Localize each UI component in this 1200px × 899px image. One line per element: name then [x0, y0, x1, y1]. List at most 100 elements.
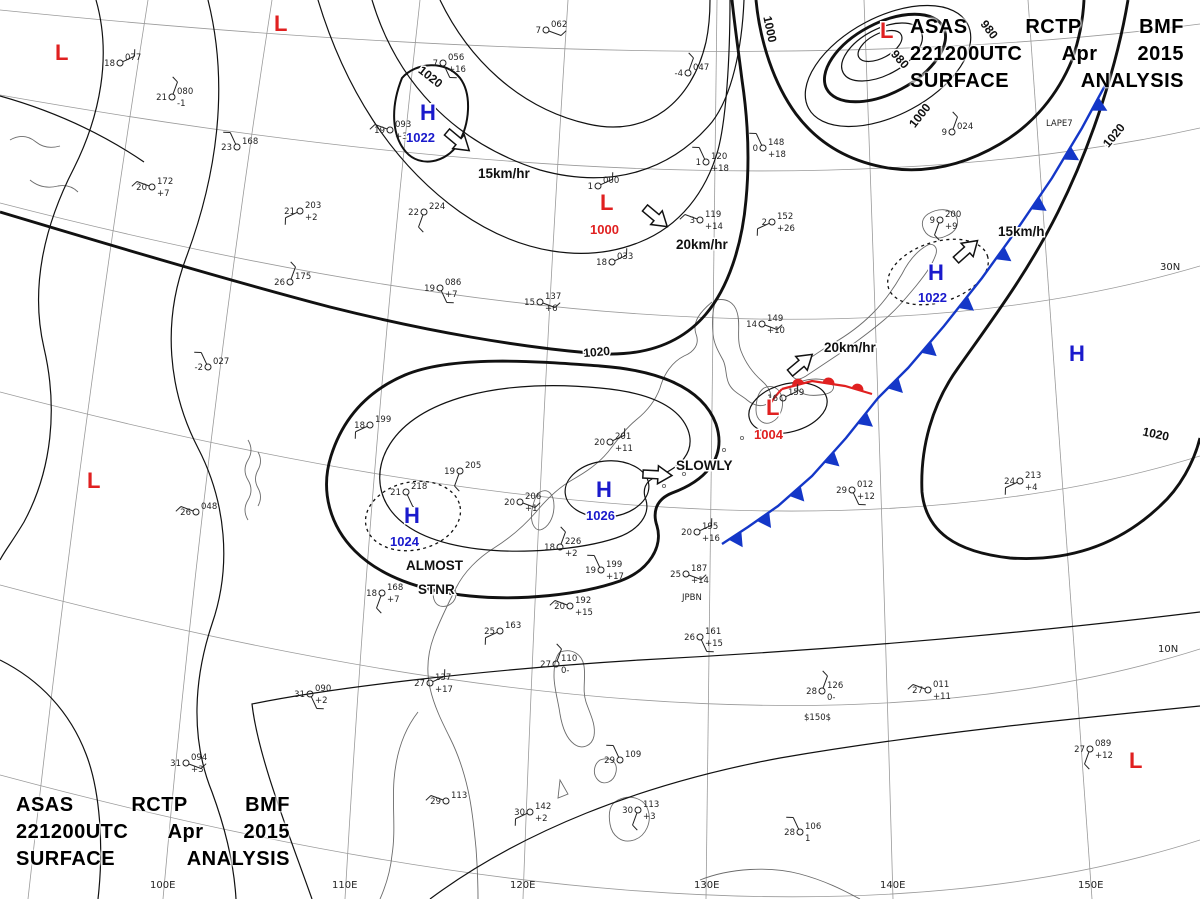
station-value: 012	[857, 480, 873, 490]
station-value: 24	[1004, 477, 1015, 487]
lon-label-150e: 150E	[1078, 880, 1103, 891]
high-value-west: 1024	[390, 534, 420, 549]
station-value: 090	[315, 684, 331, 694]
station-value: +14	[691, 576, 709, 586]
station-value: 056	[448, 53, 464, 63]
graticule-labels: 30N 10N 100E 110E 120E 130E 140E 150E	[150, 262, 1180, 891]
station-plot: 16 159	[767, 384, 804, 404]
station-plot: -4 047	[675, 52, 709, 79]
station-value: 027	[213, 357, 229, 367]
motion-label-japan-low: 20km/hr	[824, 340, 877, 355]
dashed-high-outline-west	[364, 480, 462, 552]
title-line-1: ASAS RCTP BMF	[16, 794, 290, 816]
station-value: +2	[315, 696, 328, 706]
movement-arrow-central-high	[642, 464, 674, 486]
movement-arrows	[443, 127, 979, 486]
low-marker-ne: L	[880, 18, 893, 43]
station-value: 218	[411, 482, 427, 492]
low-marker-se: L	[1129, 748, 1142, 773]
station-plot: 18 199	[354, 415, 391, 439]
cold-front-triangle	[756, 511, 772, 529]
station-value: +12	[1095, 751, 1113, 761]
cold-front-triangle	[823, 450, 840, 467]
station-value: +26	[777, 224, 795, 234]
coastlines	[9, 136, 958, 899]
station-value: 119	[705, 210, 721, 220]
station-plot: 29 012 +12	[836, 480, 875, 506]
station-value: 110	[561, 654, 577, 664]
movement-arrow-nw-high	[443, 127, 471, 152]
station-value: +7	[157, 189, 170, 199]
isobar-label: 1020	[416, 63, 446, 91]
station-plot: 20 201 +11	[594, 428, 633, 454]
station-value: 2	[762, 218, 767, 228]
station-value: 172	[157, 177, 173, 187]
isobar-label: 980	[888, 47, 912, 71]
cold-front-line	[721, 79, 1110, 546]
station-value: 19	[444, 467, 455, 477]
station-value: 159	[788, 388, 804, 398]
station-value: +2	[305, 213, 318, 223]
station-value: 089	[1095, 739, 1111, 749]
station-value: 29	[430, 797, 441, 807]
station-value: 29	[604, 756, 615, 766]
station-plot: 1 000	[588, 172, 619, 192]
station-value: -1	[177, 99, 185, 109]
station-plot: 31 090 +2	[294, 684, 331, 710]
station-value: 25	[484, 627, 495, 637]
station-value: 0	[753, 144, 758, 154]
warm-front-scallop	[822, 377, 835, 385]
station-value: 195	[702, 522, 718, 532]
station-value: 109	[625, 750, 641, 760]
pressure-systems: H 1022 H 1022 H 1026 H 1024 H L L L 1000…	[54, 10, 1144, 775]
title-line-2: 221200UTC Apr 2015	[16, 821, 290, 843]
station-value: 19	[424, 284, 435, 294]
station-value: 20	[554, 602, 565, 612]
station-plot: 14 149 +10	[746, 314, 785, 336]
station-value: +3	[643, 812, 656, 822]
high-value-east: 1022	[918, 290, 947, 305]
station-plot: 18 226 +2	[544, 526, 581, 559]
station-plot: 25 163	[484, 621, 521, 645]
station-value: 0-	[561, 666, 569, 676]
station-value: -2	[195, 363, 203, 373]
station-value: 094	[191, 753, 207, 763]
cold-front-triangle	[788, 485, 805, 502]
station-value: +14	[705, 222, 723, 232]
movement-arrow-japan-low	[786, 353, 814, 378]
lat-label-10n: 10N	[1158, 644, 1178, 655]
warm-front-scallop	[792, 378, 805, 387]
station-value: 31	[170, 759, 181, 769]
movement-arrow-north-low	[641, 203, 669, 228]
high-value-nw: 1022	[406, 130, 435, 145]
station-value: 18	[354, 421, 365, 431]
misc-label-jpbn: JPBN	[681, 593, 702, 603]
lon-label-130e: 130E	[694, 880, 719, 891]
station-value: 30	[514, 808, 525, 818]
station-plot: 31 094 +3	[170, 753, 207, 775]
station-value: 1	[588, 182, 593, 192]
lat-label-30n: 30N	[1160, 262, 1180, 273]
cold-front-triangle	[728, 530, 743, 548]
station-value: +11	[615, 444, 633, 454]
station-value: 168	[387, 583, 403, 593]
station-value: 148	[768, 138, 784, 148]
station-value: 18	[596, 258, 607, 268]
high-marker-west: H	[404, 503, 420, 528]
station-value: 20	[136, 183, 147, 193]
station-plot: 21 218	[390, 482, 427, 508]
cold-front-triangle	[1030, 196, 1047, 211]
station-value: 27	[912, 686, 923, 696]
isobar-label: 1020	[1100, 120, 1128, 150]
station-value: 18	[366, 589, 377, 599]
title-block-top: ASAS RCTP BMF 221200UTC Apr 2015 SURFACE…	[910, 14, 1184, 95]
station-value: 22	[408, 208, 419, 218]
station-value: 19	[585, 566, 596, 576]
motion-annotations: 15km/hr 20km/hr 20km/hr 15km/h SLOWLY AL…	[405, 165, 1047, 599]
lon-label-110e: 110E	[332, 880, 357, 891]
station-plot: 20 206 +1	[504, 492, 541, 514]
station-value: 27	[1074, 745, 1085, 755]
high-marker-far-east: H	[1069, 341, 1085, 366]
